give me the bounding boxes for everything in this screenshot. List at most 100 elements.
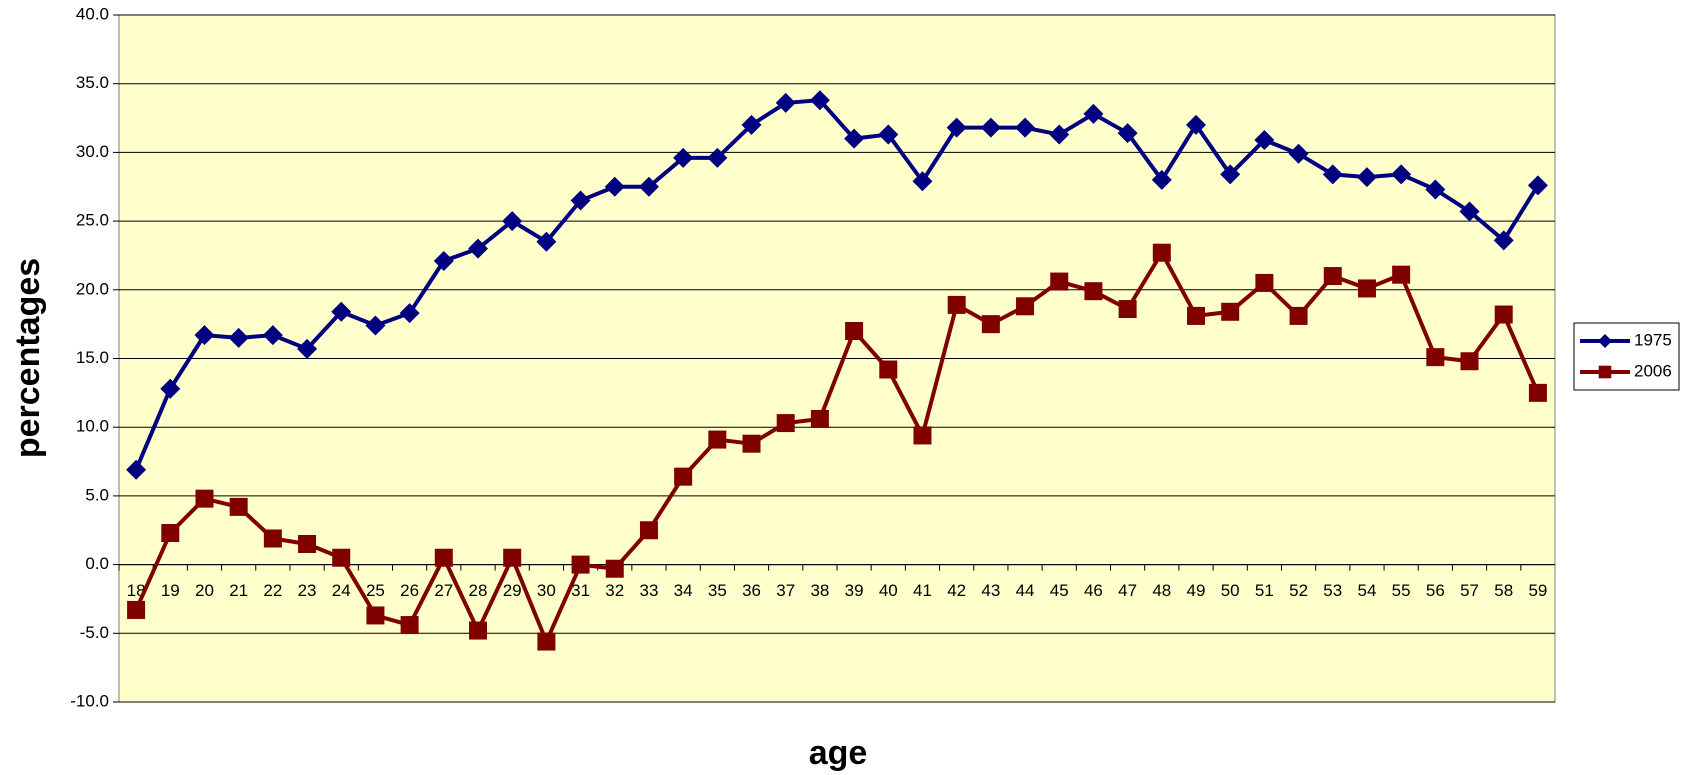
- data-point: [1289, 306, 1308, 325]
- x-tick-label: 53: [1323, 581, 1342, 600]
- data-point: [638, 176, 659, 197]
- y-tick-label: 40.0: [76, 4, 109, 23]
- x-axis-label: age: [809, 734, 868, 772]
- data-point: [912, 171, 933, 192]
- data-point: [1392, 265, 1411, 284]
- data-point: [469, 621, 487, 640]
- data-point: [1220, 164, 1241, 185]
- y-axis-label: percentages: [9, 258, 47, 458]
- x-tick-label: 39: [845, 581, 864, 600]
- x-tick-label: 31: [571, 581, 590, 600]
- x-tick-label: 42: [947, 581, 966, 600]
- x-tick-label: 19: [161, 581, 180, 600]
- x-tick-label: 22: [263, 581, 282, 600]
- data-point: [1117, 123, 1138, 144]
- data-point: [1118, 300, 1137, 319]
- data-point: [1084, 282, 1103, 301]
- data-point: [195, 489, 214, 508]
- data-point: [845, 322, 864, 341]
- x-tick-label: 26: [400, 581, 419, 600]
- data-point: [502, 211, 523, 232]
- data-point: [1187, 306, 1205, 325]
- data-point: [161, 523, 180, 542]
- y-tick-label: -10.0: [70, 691, 109, 710]
- data-point: [1186, 114, 1206, 135]
- x-tick-label: 34: [674, 581, 693, 600]
- y-tick-label: 25.0: [76, 211, 109, 230]
- data-point: [639, 521, 658, 540]
- data-point: [536, 231, 557, 252]
- data-point: [1527, 175, 1548, 196]
- y-tick-label: 20.0: [76, 279, 109, 298]
- x-tick-label: 59: [1528, 581, 1547, 600]
- data-point: [399, 303, 420, 324]
- x-tick-label: 46: [1084, 581, 1103, 600]
- data-point: [946, 117, 967, 138]
- data-point: [365, 315, 386, 336]
- data-point: [298, 534, 317, 553]
- data-point: [844, 128, 865, 149]
- data-point: [366, 606, 385, 625]
- data-point: [1459, 201, 1480, 222]
- legend: [1573, 322, 1680, 391]
- legend-label: 2006: [1634, 361, 1672, 380]
- data-point: [126, 459, 147, 480]
- x-tick-label: 55: [1392, 581, 1411, 600]
- data-point: [1425, 179, 1446, 200]
- y-tick-label: 0.0: [85, 554, 109, 573]
- data-point: [1460, 352, 1479, 371]
- y-tick-label: -5.0: [80, 623, 109, 642]
- data-point: [1221, 302, 1240, 321]
- x-tick-label: 58: [1494, 581, 1513, 600]
- x-tick-label: 51: [1255, 581, 1274, 600]
- data-point: [1323, 267, 1342, 286]
- data-point: [263, 529, 282, 548]
- data-point: [809, 90, 830, 111]
- data-point: [503, 548, 522, 567]
- x-tick-label: 25: [366, 581, 385, 600]
- data-point: [1322, 164, 1343, 185]
- data-point: [674, 467, 693, 486]
- data-point: [433, 250, 454, 271]
- data-point: [810, 409, 829, 428]
- x-tick-label: 49: [1187, 581, 1206, 600]
- data-point: [331, 301, 352, 322]
- data-point: [229, 497, 248, 516]
- y-tick-label: 10.0: [76, 417, 109, 436]
- data-point: [1493, 230, 1514, 251]
- x-tick-label: 47: [1118, 581, 1137, 600]
- x-tick-label: 40: [879, 581, 898, 600]
- data-point: [571, 555, 590, 574]
- data-point: [775, 92, 796, 113]
- x-tick-label: 54: [1357, 581, 1376, 600]
- x-tick-label: 50: [1221, 581, 1240, 600]
- y-tick-label: 5.0: [85, 485, 109, 504]
- data-point: [1494, 305, 1513, 324]
- x-tick-label: 20: [195, 581, 214, 600]
- data-point: [878, 124, 899, 145]
- y-tick-label: 35.0: [76, 73, 109, 92]
- x-tick-label: 21: [229, 581, 248, 600]
- data-point: [570, 190, 591, 211]
- data-point: [913, 426, 932, 445]
- x-tick-label: 36: [742, 581, 761, 600]
- y-tick-label: 30.0: [76, 142, 109, 161]
- legend-marker: [1598, 365, 1612, 379]
- data-point: [879, 360, 898, 379]
- x-tick-label: 29: [503, 581, 522, 600]
- x-tick-label: 32: [605, 581, 624, 600]
- x-tick-label: 44: [1016, 581, 1035, 600]
- data-point: [1083, 103, 1104, 124]
- data-point: [1391, 164, 1412, 185]
- data-point: [1016, 297, 1035, 316]
- data-point: [297, 338, 318, 359]
- data-point: [434, 548, 453, 567]
- data-point: [605, 559, 624, 578]
- x-tick-label: 33: [639, 581, 658, 600]
- x-tick-label: 57: [1460, 581, 1479, 600]
- x-tick-label: 41: [913, 581, 932, 600]
- data-point: [1015, 117, 1036, 138]
- data-point: [741, 114, 762, 135]
- x-tick-label: 35: [708, 581, 727, 600]
- x-tick-label: 37: [776, 581, 795, 600]
